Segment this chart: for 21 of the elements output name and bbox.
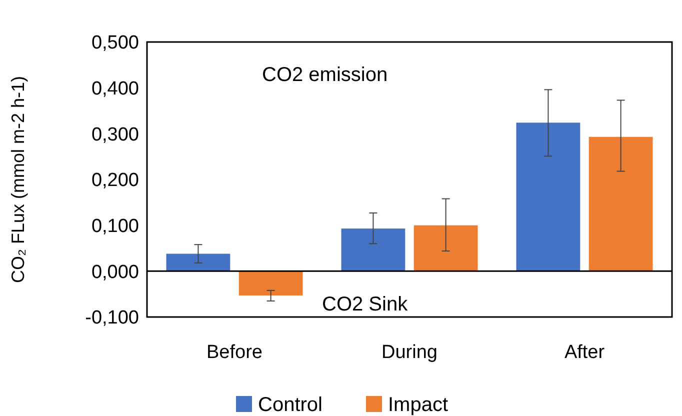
y-tick-label: 0,100 (91, 216, 139, 237)
x-tick-label: During (382, 342, 438, 363)
bar (341, 228, 406, 272)
bar (166, 254, 230, 272)
y-tick-label: 0,500 (91, 32, 139, 54)
y-tick-label: 0,200 (91, 170, 139, 192)
annotation: CO2 Sink (322, 293, 409, 316)
bar (516, 122, 580, 272)
bar (414, 225, 478, 272)
y-tick-label: 0,300 (91, 124, 139, 146)
bar (238, 271, 303, 296)
annotation: CO2 emission (262, 64, 388, 86)
y-tick-label: 0,000 (91, 262, 139, 283)
legend-label: Control (258, 394, 322, 416)
y-axis-title: CO₂ FLux (mmol m-2 h-1) (8, 76, 28, 284)
y-tick-label: -0,100 (85, 308, 139, 329)
x-tick-label: After (564, 342, 606, 363)
bar (588, 136, 653, 272)
x-tick-label: Before (206, 342, 262, 363)
legend-label: Impact (388, 394, 448, 416)
y-tick-label: 0,400 (91, 78, 139, 100)
